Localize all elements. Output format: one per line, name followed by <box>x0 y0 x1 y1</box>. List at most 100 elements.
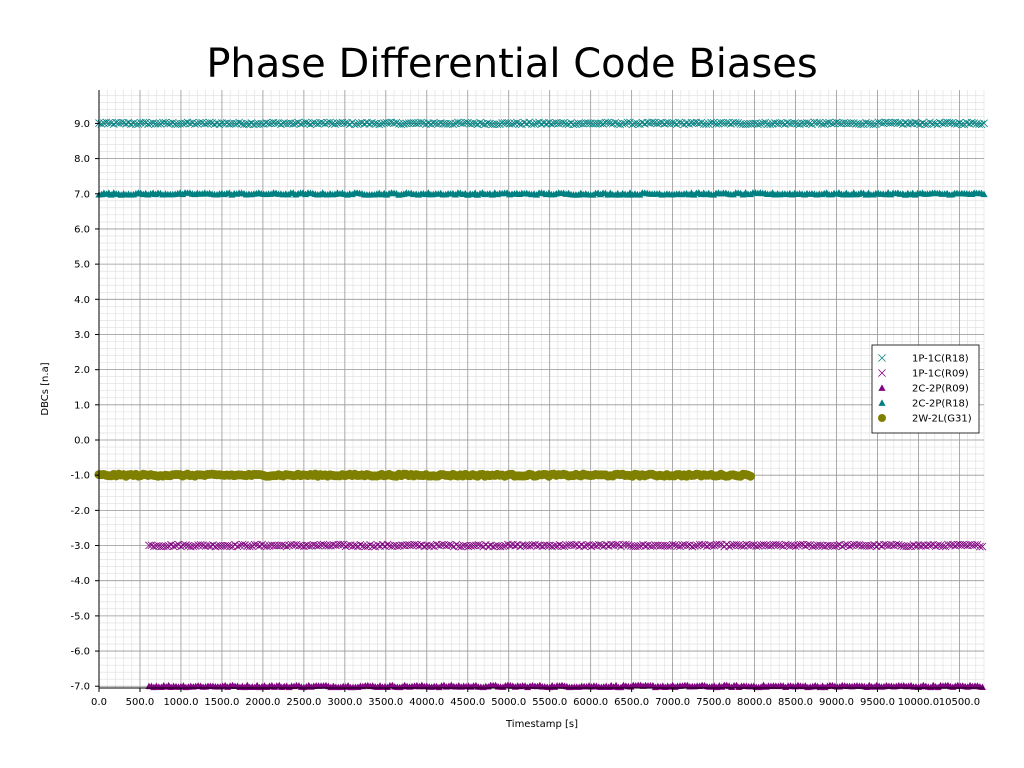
x-tick-label: 1000.0 <box>163 697 198 708</box>
data-point <box>169 542 178 551</box>
data-point <box>144 120 153 129</box>
marker-stroke <box>790 119 799 128</box>
marker-stroke <box>604 542 613 550</box>
marker-stroke <box>688 542 697 551</box>
marker-stroke <box>145 541 153 550</box>
marker-stroke <box>555 540 564 549</box>
x-tick-label: 5000.0 <box>491 697 526 708</box>
data-point <box>670 119 679 128</box>
marker-stroke <box>680 120 688 129</box>
marker-stroke <box>169 542 178 551</box>
marker-stroke <box>732 540 741 549</box>
marker-stroke <box>397 120 406 129</box>
marker-stroke <box>634 542 643 551</box>
marker-stroke <box>567 118 575 127</box>
data-point <box>449 120 457 129</box>
marker-stroke <box>517 120 526 129</box>
marker-stroke <box>806 541 815 549</box>
data-point <box>230 119 239 128</box>
marker-stroke <box>478 119 487 128</box>
data-point <box>515 119 524 128</box>
marker-stroke <box>339 540 348 549</box>
data-point <box>970 119 979 127</box>
data-point <box>710 541 719 550</box>
marker-stroke <box>141 118 150 127</box>
marker-stroke <box>445 541 453 549</box>
data-point <box>429 119 438 127</box>
data-point <box>889 541 898 550</box>
marker-stroke <box>449 120 457 129</box>
marker-stroke <box>513 118 521 127</box>
marker-stroke <box>321 119 330 128</box>
data-point <box>721 119 730 127</box>
data-point <box>282 542 291 551</box>
data-point <box>712 120 720 128</box>
marker-stroke <box>950 119 959 128</box>
data-point <box>167 540 175 549</box>
data-point <box>247 119 256 127</box>
marker-stroke <box>412 119 421 128</box>
data-point <box>633 119 642 128</box>
marker-stroke <box>190 120 199 128</box>
data-point <box>248 542 257 550</box>
marker-stroke <box>707 118 716 127</box>
marker-stroke <box>516 542 525 551</box>
data-point <box>796 540 805 549</box>
data-point <box>759 540 768 549</box>
marker-stroke <box>290 541 298 549</box>
data-point <box>226 542 234 551</box>
data-point <box>233 542 242 551</box>
marker-stroke <box>973 540 982 549</box>
marker-stroke <box>603 118 612 127</box>
data-point <box>668 540 677 549</box>
data-point <box>277 541 286 550</box>
marker-stroke <box>461 118 470 127</box>
data-point <box>370 119 379 128</box>
marker-stroke <box>817 120 826 128</box>
data-point <box>840 541 849 550</box>
data-point <box>766 120 775 129</box>
marker-stroke <box>361 542 370 551</box>
data-point <box>447 541 456 550</box>
marker-stroke <box>576 119 585 128</box>
marker-stroke <box>670 119 679 128</box>
data-point <box>555 540 564 549</box>
data-point <box>950 119 959 128</box>
marker-stroke <box>921 542 930 550</box>
data-point <box>830 542 839 551</box>
marker-stroke <box>508 120 516 128</box>
marker-stroke <box>242 120 251 128</box>
marker-stroke <box>838 542 847 551</box>
marker-stroke <box>663 542 672 550</box>
data-point <box>955 119 964 127</box>
marker-stroke <box>161 118 170 127</box>
x-tick-label: 3000.0 <box>327 697 362 708</box>
marker-stroke <box>803 541 812 549</box>
data-point <box>366 540 375 549</box>
marker-stroke <box>712 120 720 128</box>
data-point <box>392 118 401 127</box>
x-tick-label: 9000.0 <box>819 697 854 708</box>
data-point <box>209 541 217 549</box>
marker-stroke <box>301 118 310 127</box>
data-point <box>616 120 625 129</box>
marker-stroke <box>259 120 268 128</box>
marker-stroke <box>109 120 118 128</box>
legend-entry: 2C-2P(R18) <box>912 399 969 410</box>
data-point <box>231 540 239 549</box>
marker-stroke <box>702 120 711 129</box>
data-point <box>476 118 484 127</box>
marker-stroke <box>690 542 699 550</box>
data-point <box>375 120 384 129</box>
marker-stroke <box>683 541 692 550</box>
marker-stroke <box>215 120 224 129</box>
data-point <box>177 542 185 551</box>
data-point <box>511 541 520 550</box>
data-point <box>926 541 935 550</box>
data-point <box>468 119 477 128</box>
legend-box <box>871 344 980 434</box>
marker-stroke <box>282 542 291 551</box>
marker-stroke <box>144 120 153 129</box>
data-point <box>163 119 172 128</box>
data-point <box>427 541 436 550</box>
